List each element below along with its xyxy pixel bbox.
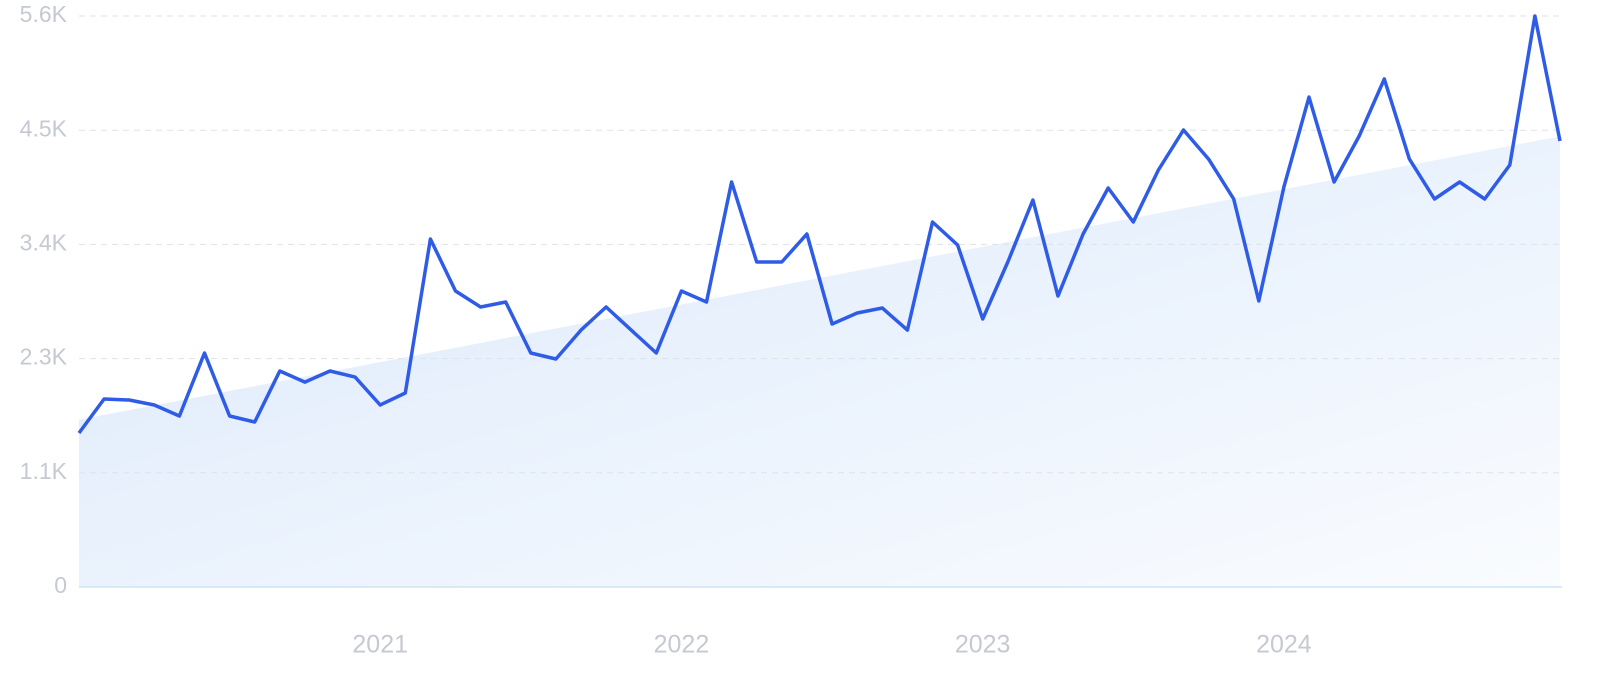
y-tick-label: 2.3K (20, 344, 68, 370)
x-tick-label: 2021 (352, 631, 408, 659)
y-tick-label: 5.6K (20, 1, 68, 27)
x-tick-label: 2024 (1256, 631, 1312, 659)
trend-area (79, 136, 1560, 587)
y-tick-label: 3.4K (20, 229, 68, 255)
line (77, 14, 1562, 435)
y-tick-label: 1.1K (20, 458, 68, 484)
x-tick-label: 2023 (955, 631, 1011, 659)
y-tick-label: 0 (54, 572, 67, 598)
y-tick-label: 4.5K (20, 115, 68, 141)
x-tick-label: 2022 (654, 631, 710, 659)
